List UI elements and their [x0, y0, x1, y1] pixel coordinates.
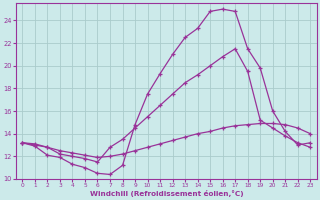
X-axis label: Windchill (Refroidissement éolien,°C): Windchill (Refroidissement éolien,°C)	[90, 190, 243, 197]
